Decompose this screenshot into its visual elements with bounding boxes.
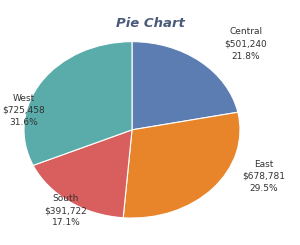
Text: Pie Chart: Pie Chart	[116, 17, 184, 30]
Wedge shape	[132, 42, 238, 130]
Text: West
$725,458
31.6%: West $725,458 31.6%	[3, 94, 45, 127]
Text: South
$391,722
17.1%: South $391,722 17.1%	[45, 194, 87, 227]
Text: East
$678,781
29.5%: East $678,781 29.5%	[242, 160, 286, 193]
Wedge shape	[33, 130, 132, 218]
Wedge shape	[24, 42, 132, 165]
Text: Central
$501,240
21.8%: Central $501,240 21.8%	[225, 27, 267, 61]
Wedge shape	[123, 112, 240, 218]
